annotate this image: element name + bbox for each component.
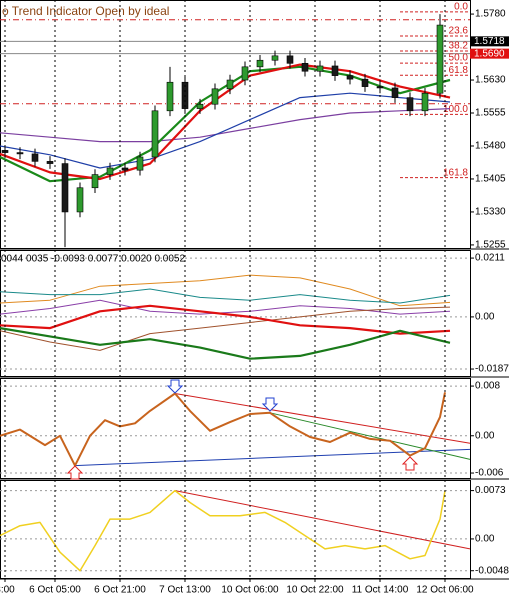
chart-title: o Trend Indicator Open by ideal xyxy=(2,4,169,18)
trend-line xyxy=(174,393,471,444)
y-tick-label: 0.00 xyxy=(475,430,495,441)
y-tick-label: 0.0073 xyxy=(475,485,506,496)
candle-body xyxy=(391,87,399,98)
fib-label: 0.0 xyxy=(454,2,468,13)
candle-body xyxy=(76,187,84,213)
moving-average xyxy=(0,63,451,181)
y-tick-label: 0.0211 xyxy=(475,253,505,264)
candle-body xyxy=(436,24,444,94)
fib-label: 100.0 xyxy=(443,104,468,115)
down-arrow xyxy=(166,379,184,394)
up-arrow xyxy=(401,456,419,471)
fib-label: 23.6 xyxy=(449,26,469,37)
indicator-line xyxy=(0,392,446,467)
fib-label: 50.0 xyxy=(449,53,469,64)
trend-line xyxy=(269,412,471,460)
y-tick-label: 1.5780 xyxy=(475,9,506,20)
x-tick-label: 7 Oct 13:00 xyxy=(159,585,211,596)
price-marker-box xyxy=(470,36,509,47)
candle-body xyxy=(46,161,54,164)
indicator-line xyxy=(0,274,451,307)
down-arrow xyxy=(261,397,279,412)
price-marker-label: 1.5690 xyxy=(474,48,505,59)
trend-line xyxy=(174,490,471,550)
candle-body xyxy=(166,81,174,112)
moving-average xyxy=(0,92,451,169)
candle-body xyxy=(226,79,234,90)
candle-body xyxy=(301,63,309,72)
candle-body xyxy=(331,65,339,76)
x-tick-label: 12 Oct 06:00 xyxy=(416,585,474,596)
signal-arrows xyxy=(66,379,419,480)
candle-body xyxy=(346,75,354,80)
candle-body xyxy=(361,78,369,87)
moving-average xyxy=(0,65,451,183)
candle-body xyxy=(316,65,324,72)
indicator-line xyxy=(0,327,451,360)
y-tick-label: 0.00 xyxy=(475,534,495,545)
up-arrow xyxy=(66,465,84,480)
indicator-line xyxy=(0,306,451,351)
y-tick-label: 1.5630 xyxy=(475,75,506,86)
indicator-line xyxy=(0,299,451,315)
candle-body xyxy=(256,59,264,68)
y-tick-label: 0.00 xyxy=(475,312,495,323)
candle-body xyxy=(91,174,99,189)
y-tick-label: -0.0048 xyxy=(475,565,509,576)
candle-body xyxy=(406,97,414,112)
y-tick-label: 1.5405 xyxy=(475,174,506,185)
y-tick-label: 1.5555 xyxy=(475,108,506,119)
price-marker-box xyxy=(470,48,509,59)
fib-label: 161.8 xyxy=(443,167,468,178)
x-tick-label: 3:00 xyxy=(0,585,15,596)
candle-body xyxy=(271,55,279,61)
x-tick-label: 6 Oct 05:00 xyxy=(29,585,81,596)
x-tick-label: 11 Oct 14:00 xyxy=(352,585,409,596)
indicator-line xyxy=(0,304,451,335)
candle-body xyxy=(61,163,69,213)
y-tick-label: 0.008 xyxy=(475,381,500,392)
y-tick-label: 1.5480 xyxy=(475,141,506,152)
candle-body xyxy=(241,66,249,81)
candle-body xyxy=(421,92,429,112)
indicator-line xyxy=(0,489,446,572)
x-tick-label: 6 Oct 21:00 xyxy=(94,585,146,596)
price-marker-label: 1.5718 xyxy=(474,36,505,47)
candle-body xyxy=(106,167,114,175)
candle-body xyxy=(136,156,144,171)
fib-label: 61.8 xyxy=(449,65,469,76)
y-tick-label: -0.0187 xyxy=(475,364,509,375)
candle-body xyxy=(286,55,294,64)
indicator-header: 0044 0035 -0.0093 0.0077 0.0020 0.0052 xyxy=(1,254,185,265)
fib-label: 38.2 xyxy=(449,41,469,52)
candle-body xyxy=(196,103,204,109)
candle-body xyxy=(121,167,129,171)
moving-average xyxy=(0,108,451,143)
candle-body xyxy=(211,88,219,105)
y-tick-label: -0.006 xyxy=(475,468,504,479)
x-tick-label: 10 Oct 22:00 xyxy=(286,585,344,596)
candle-body xyxy=(16,152,24,155)
y-tick-label: 1.5255 xyxy=(475,240,506,251)
candle-body xyxy=(31,153,39,162)
candle-body xyxy=(151,110,159,158)
y-tick-label: 1.5330 xyxy=(475,207,506,218)
indicator-line xyxy=(0,288,451,304)
x-tick-label: 10 Oct 06:00 xyxy=(221,585,279,596)
